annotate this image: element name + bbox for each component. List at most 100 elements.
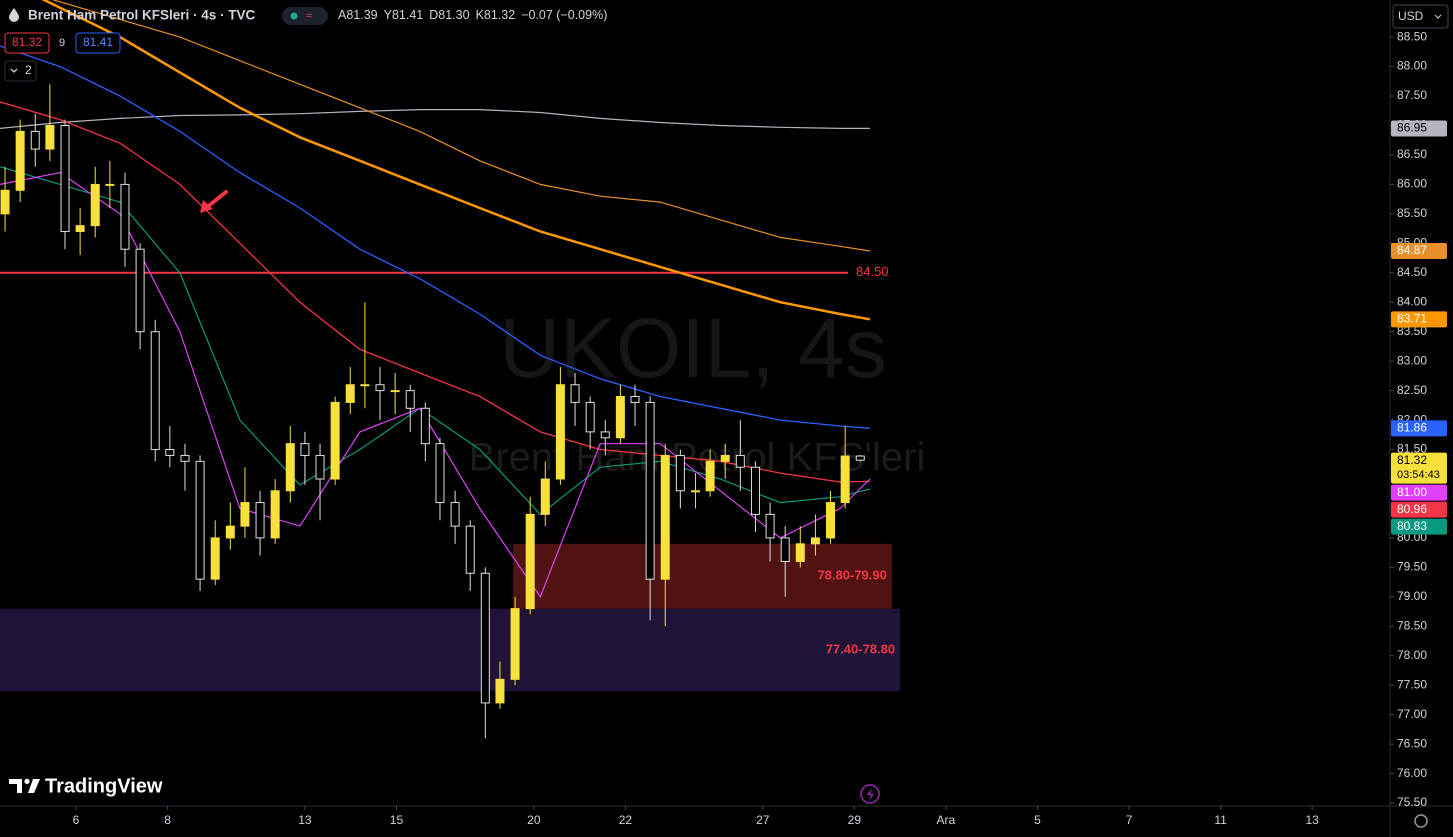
price-badge-label: 81.32 <box>1397 453 1427 467</box>
events-icon <box>867 788 874 801</box>
candle-body <box>555 384 565 480</box>
y-tick-label: 88.00 <box>1397 59 1427 73</box>
y-tick-label: 79.50 <box>1397 560 1427 574</box>
settings-button[interactable] <box>1414 814 1428 828</box>
candle-body <box>826 502 836 539</box>
candle-body <box>780 537 790 562</box>
price-badge-label: 81.00 <box>1397 485 1427 499</box>
moving-average <box>51 0 870 252</box>
sell-box[interactable] <box>4 32 50 54</box>
moving-average <box>41 0 871 321</box>
candle-body <box>390 390 400 393</box>
y-tick-label: 76.00 <box>1397 766 1427 780</box>
candle-body <box>195 460 205 580</box>
price-badge <box>1391 518 1447 535</box>
candle-body <box>690 490 700 493</box>
x-tick-label: 8 <box>164 813 171 827</box>
bid-price: 81.32 <box>12 35 42 49</box>
candle-body <box>405 390 415 409</box>
candle-body <box>720 454 730 462</box>
candle-body <box>660 454 670 580</box>
ohlc-value: 81.39 <box>346 8 377 22</box>
candle-body <box>615 396 625 439</box>
plot-area: 78.80-79.90 77.40-78.80 84.50 <box>0 0 901 739</box>
candle-body <box>585 401 595 433</box>
candle-body <box>810 537 820 545</box>
candle-body <box>135 248 145 333</box>
candle-body <box>120 183 130 250</box>
y-tick-label: 81.50 <box>1397 442 1427 456</box>
candle-body <box>435 443 445 504</box>
price-badge <box>1391 120 1447 137</box>
y-tick-label: 85.50 <box>1397 206 1427 220</box>
candle-body <box>345 384 355 403</box>
candle-body <box>465 525 475 574</box>
candle-body <box>375 384 385 392</box>
y-tick-label: 77.00 <box>1397 707 1427 721</box>
candle-body <box>0 189 10 215</box>
level-label: 84.50 <box>856 264 889 279</box>
x-tick-label: Ara <box>937 813 956 827</box>
candle-body <box>675 454 685 492</box>
candle-body <box>540 478 550 515</box>
candle-body <box>645 401 655 580</box>
candle-body <box>165 449 175 456</box>
status-pill[interactable] <box>282 7 328 25</box>
moving-average <box>0 166 871 516</box>
y-tick-label: 82.50 <box>1397 383 1427 397</box>
moving-average <box>0 109 870 129</box>
x-tick-label: 13 <box>1305 813 1319 827</box>
zone-label: 77.40-78.80 <box>826 641 895 656</box>
moving-average <box>0 45 870 429</box>
data-status: ≈ <box>306 10 312 22</box>
candle-body <box>600 431 610 439</box>
ohlc-value: 81.41 <box>392 8 423 22</box>
x-tick-label: 29 <box>848 813 862 827</box>
candle-body <box>30 130 40 150</box>
candle-body <box>795 543 805 562</box>
price-badge-label: 86.95 <box>1397 121 1427 135</box>
zone-label: 78.80-79.90 <box>817 568 886 583</box>
x-tick-label: 20 <box>527 813 541 827</box>
buy-box[interactable] <box>75 32 121 54</box>
watermark: UKOIL, 4s Brent Ham Petrol KFS'leri <box>469 301 926 479</box>
y-tick-label: 84.00 <box>1397 294 1427 308</box>
y-tick-label: 77.50 <box>1397 677 1427 691</box>
symbol-title[interactable]: Brent Ham Petrol KFSleri · 4s · TVC <box>28 8 256 23</box>
candle-body <box>285 443 295 492</box>
y-tick-label: 83.50 <box>1397 324 1427 338</box>
y-tick-label: 75.50 <box>1397 795 1427 809</box>
watermark-title: UKOIL, 4s <box>499 301 886 395</box>
candle-body <box>255 502 265 539</box>
price-badge <box>1391 484 1447 501</box>
price-badge-label: 80.83 <box>1397 519 1427 533</box>
candle-body <box>570 384 580 403</box>
market-status <box>290 12 298 20</box>
candle-body <box>360 384 370 387</box>
events-button[interactable] <box>860 784 880 804</box>
ohlc-key: K <box>476 8 485 22</box>
price-badge-label: 84.87 <box>1397 243 1427 257</box>
currency-chevron <box>1434 14 1442 19</box>
candle-body <box>315 454 325 480</box>
candle-body <box>705 460 715 492</box>
candle-body <box>735 454 745 468</box>
logo-text: TradingView <box>45 775 163 797</box>
symbol-icon <box>9 8 19 22</box>
moving-average <box>0 101 870 483</box>
zone <box>513 543 892 609</box>
candle-body <box>75 225 85 233</box>
price-badge <box>1391 420 1447 437</box>
candle-body <box>525 513 535 610</box>
indicator-toggle[interactable] <box>4 60 37 82</box>
ohlc-value: 81.32 <box>484 8 515 22</box>
candle-body <box>495 678 505 704</box>
moving-average <box>0 171 871 599</box>
x-tick-label: 13 <box>298 813 312 827</box>
candle-body <box>450 502 460 527</box>
y-tick-label: 86.00 <box>1397 177 1427 191</box>
candle-body <box>60 124 70 233</box>
currency-select[interactable] <box>1392 4 1449 29</box>
ohlc-key: D <box>429 8 438 22</box>
